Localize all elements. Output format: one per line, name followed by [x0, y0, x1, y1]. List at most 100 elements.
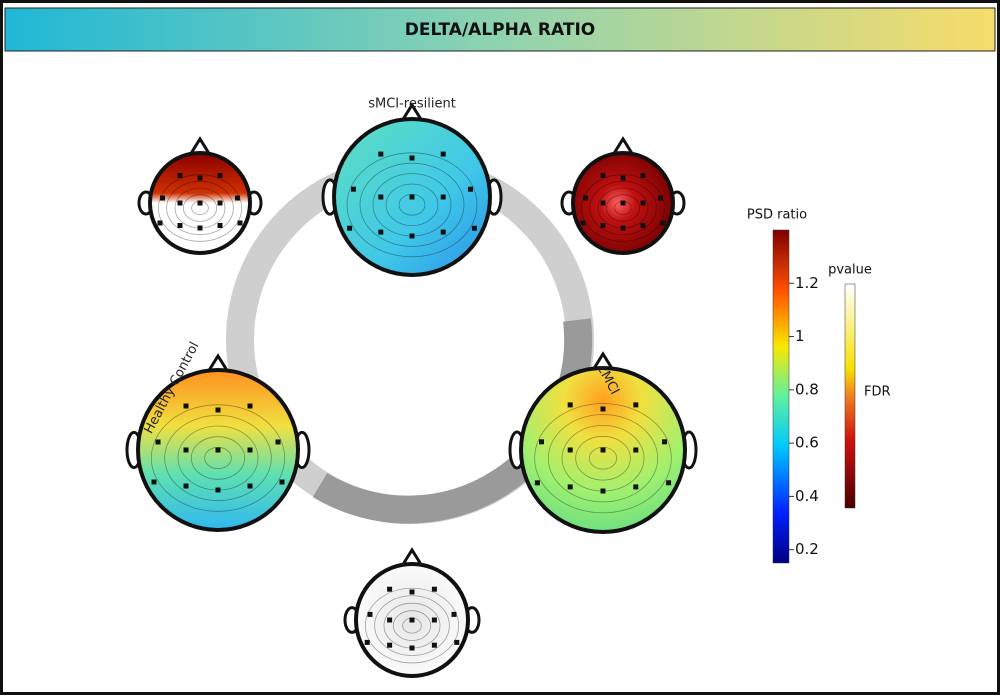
electrode	[378, 194, 384, 200]
electrode	[660, 220, 666, 226]
electrode	[409, 589, 415, 595]
nose	[206, 353, 230, 373]
contour	[150, 404, 286, 512]
electrode	[539, 439, 544, 445]
colorbar-tick-label: 0.4	[795, 487, 819, 505]
electrode	[387, 617, 393, 623]
electrode	[183, 403, 189, 409]
electrode	[197, 200, 203, 206]
electrode	[177, 200, 183, 206]
electrode	[567, 402, 573, 408]
contour	[575, 435, 631, 481]
contour	[374, 595, 450, 656]
electrode	[620, 225, 626, 231]
electrode	[409, 194, 415, 200]
electrode	[347, 225, 353, 231]
contour	[359, 162, 465, 247]
group-label: sMCI-resilient	[368, 97, 456, 112]
electrode	[600, 406, 606, 412]
topomap	[560, 136, 686, 255]
electrode	[197, 225, 203, 231]
electrode	[247, 447, 253, 453]
electrode	[235, 195, 240, 201]
electrode	[217, 223, 223, 228]
electrode	[215, 447, 221, 453]
electrode	[600, 173, 606, 178]
contour	[547, 414, 659, 503]
electrode	[600, 447, 606, 453]
electrode	[666, 480, 672, 486]
electrode	[247, 483, 253, 489]
electrode	[155, 439, 161, 445]
contour	[364, 587, 460, 664]
topomap	[321, 102, 503, 277]
electrode	[215, 407, 221, 413]
contour	[398, 194, 426, 216]
electrode	[454, 639, 460, 645]
electrode	[620, 175, 626, 181]
contour	[392, 610, 432, 641]
electrode	[640, 173, 646, 178]
contour	[605, 194, 641, 222]
contour	[157, 174, 243, 242]
electrode	[378, 229, 384, 235]
pvalue-label: FDR	[864, 385, 891, 400]
electrode	[409, 233, 415, 239]
electrode	[567, 447, 573, 453]
colorbar-tick-label: 1.2	[795, 274, 819, 292]
electrode	[440, 194, 446, 200]
electrode	[567, 484, 573, 490]
electrode	[633, 484, 639, 490]
electrode	[662, 439, 667, 445]
colorbar-tick-label: 1	[795, 327, 805, 345]
electrode	[151, 479, 157, 485]
nose	[188, 136, 212, 156]
electrode	[157, 220, 163, 226]
nose	[400, 102, 424, 122]
colorbar-tick-label: 0.6	[795, 434, 819, 452]
electrode	[160, 195, 165, 201]
contour	[164, 414, 272, 502]
electrode	[431, 586, 437, 592]
contour	[534, 403, 672, 514]
electrode	[640, 223, 646, 228]
electrode	[183, 447, 189, 453]
nose	[611, 136, 635, 156]
electrode	[633, 447, 639, 453]
contour	[346, 152, 478, 258]
electrode	[600, 200, 606, 206]
contour	[589, 180, 657, 236]
electrode	[279, 479, 285, 485]
electrode	[431, 642, 437, 648]
contour	[588, 446, 618, 470]
topomap	[343, 547, 481, 678]
topomap	[137, 136, 263, 255]
title: DELTA/ALPHA RATIO	[405, 20, 595, 40]
electrode	[217, 200, 223, 206]
electrode	[451, 611, 457, 617]
header-bar	[4, 7, 996, 52]
electrode	[471, 225, 477, 231]
contour	[580, 174, 666, 242]
electrode	[431, 617, 437, 623]
colorbar	[772, 229, 790, 564]
electrode	[237, 220, 243, 226]
electrode	[351, 186, 356, 192]
colorbar-tick-label: 0.8	[795, 380, 819, 398]
electrode	[583, 195, 588, 201]
contour	[182, 194, 218, 222]
electrode	[409, 155, 415, 161]
electrode	[247, 403, 253, 409]
electrode	[600, 223, 606, 228]
nose	[400, 547, 424, 567]
electrode	[367, 611, 373, 617]
electrode	[387, 586, 393, 592]
electrode	[640, 200, 646, 206]
electrode	[600, 488, 606, 494]
electrode	[658, 195, 663, 201]
electrode	[387, 642, 393, 648]
contour	[385, 183, 439, 226]
electrode	[275, 439, 281, 445]
